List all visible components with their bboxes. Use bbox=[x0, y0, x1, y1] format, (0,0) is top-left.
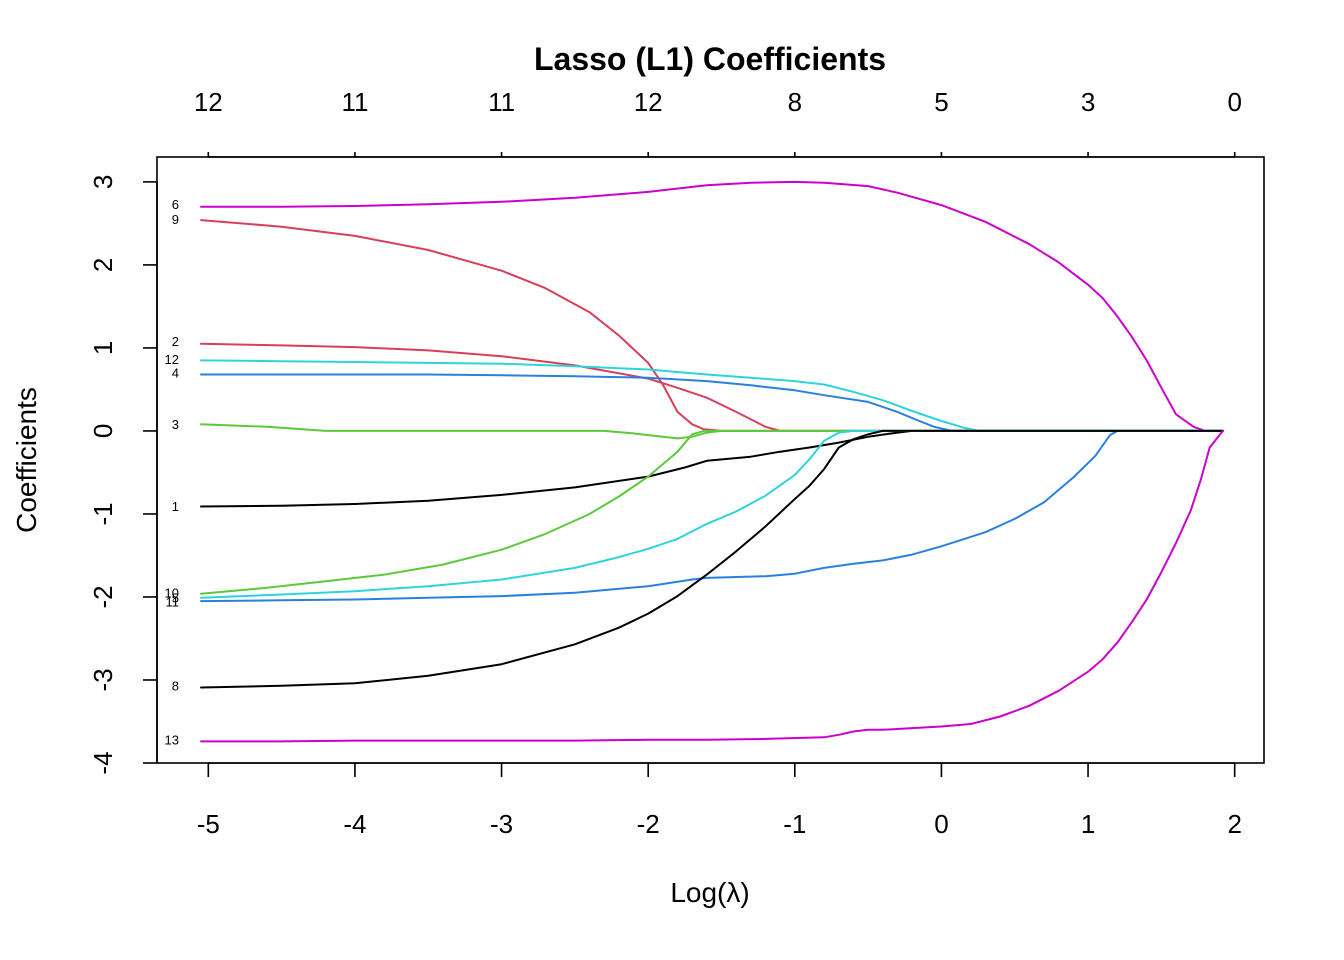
top-tick-label: 0 bbox=[1227, 87, 1241, 117]
series-label-9: 9 bbox=[172, 212, 179, 227]
x-tick-label: 0 bbox=[934, 809, 948, 839]
top-tick-label: 12 bbox=[634, 87, 663, 117]
series-line-1 bbox=[200, 429, 1224, 508]
series-label-1: 1 bbox=[172, 499, 179, 514]
y-tick-label: -2 bbox=[88, 585, 118, 608]
y-tick-label: 2 bbox=[88, 258, 118, 272]
series-line-4 bbox=[200, 373, 1224, 432]
series-line-8 bbox=[200, 429, 1224, 689]
y-tick-label: -4 bbox=[88, 751, 118, 774]
series-line-10 bbox=[200, 429, 1224, 595]
series-label-13: 13 bbox=[165, 732, 179, 747]
series-line-2 bbox=[200, 342, 1224, 432]
x-tick-label: -3 bbox=[490, 809, 513, 839]
series-line-5 bbox=[200, 429, 1224, 599]
series-label-3: 3 bbox=[172, 417, 179, 432]
series-line-12 bbox=[200, 359, 1224, 432]
x-tick-label: -5 bbox=[197, 809, 220, 839]
x-tick-label: -1 bbox=[783, 809, 806, 839]
series-line-6 bbox=[200, 180, 1224, 432]
series-label-5: 5 bbox=[172, 590, 179, 605]
top-axis-nonzero-count: 12 11 11 12 8 5 3 0 bbox=[194, 87, 1242, 158]
series-label-2: 2 bbox=[172, 334, 179, 349]
x-axis-label: Log(λ) bbox=[670, 877, 749, 908]
top-tick-label: 11 bbox=[341, 87, 368, 117]
top-tick-label: 11 bbox=[488, 87, 515, 117]
y-axis-label: Coefficients bbox=[11, 387, 42, 533]
series-label-4: 4 bbox=[172, 365, 179, 380]
top-tick-label: 3 bbox=[1081, 87, 1095, 117]
series-line-9 bbox=[200, 219, 1224, 432]
x-tick-label: 1 bbox=[1081, 809, 1095, 839]
chart-title: Lasso (L1) Coefficients bbox=[534, 41, 886, 77]
series-line-3 bbox=[200, 423, 1224, 440]
series-label-8: 8 bbox=[172, 678, 179, 693]
top-tick-label: 5 bbox=[934, 87, 948, 117]
y-tick-label: -1 bbox=[88, 502, 118, 525]
x-tick-label: -2 bbox=[637, 809, 660, 839]
top-tick-label: 12 bbox=[194, 87, 223, 117]
series-line-13 bbox=[200, 429, 1224, 743]
top-tick-label: 8 bbox=[788, 87, 802, 117]
series-label-12: 12 bbox=[165, 352, 179, 367]
y-tick-label: 3 bbox=[88, 175, 118, 189]
series-label-11: 11 bbox=[166, 594, 180, 609]
x-axis: -5 -4 -3 -2 -1 0 1 2 bbox=[197, 762, 1242, 839]
series-label-10: 10 bbox=[165, 585, 179, 600]
x-tick-label: 2 bbox=[1227, 809, 1241, 839]
y-tick-label: 0 bbox=[88, 424, 118, 438]
y-tick-label: -3 bbox=[88, 668, 118, 691]
y-axis: -4 -3 -2 -1 0 1 2 3 bbox=[88, 175, 158, 775]
series-line-11 bbox=[200, 429, 1224, 603]
y-tick-label: 1 bbox=[88, 341, 118, 355]
series-layer bbox=[200, 180, 1224, 743]
x-tick-label: -4 bbox=[343, 809, 366, 839]
series-label-6: 6 bbox=[172, 197, 179, 212]
